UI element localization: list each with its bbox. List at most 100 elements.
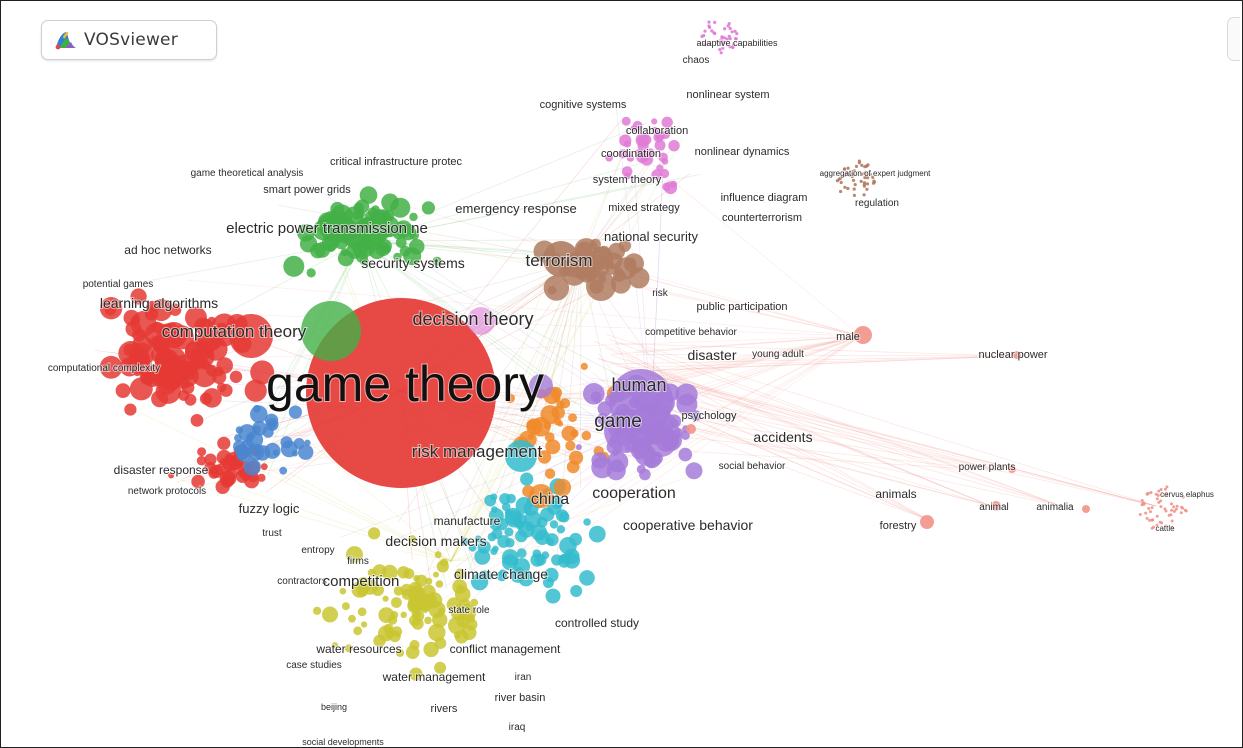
network-node[interactable]	[1175, 504, 1179, 508]
network-node[interactable]	[1172, 505, 1176, 509]
network-node[interactable]	[490, 547, 498, 556]
node-label[interactable]: firms	[346, 555, 370, 568]
node-label[interactable]: terrorism	[524, 250, 593, 271]
network-node[interactable]	[719, 51, 723, 55]
network-node[interactable]	[640, 153, 654, 166]
network-node[interactable]	[378, 607, 395, 623]
network-node[interactable]	[579, 570, 595, 586]
network-node[interactable]	[550, 386, 563, 399]
network-node[interactable]	[639, 468, 651, 481]
network-node[interactable]	[655, 131, 665, 141]
network-node[interactable]	[1165, 493, 1169, 497]
network-node[interactable]	[1156, 493, 1160, 497]
network-node[interactable]	[618, 149, 628, 159]
network-node[interactable]	[581, 430, 592, 441]
network-node[interactable]	[734, 37, 738, 41]
network-node[interactable]	[501, 549, 519, 566]
network-node[interactable]	[651, 118, 658, 125]
network-node[interactable]	[569, 532, 582, 546]
network-node[interactable]	[1149, 510, 1152, 514]
network-node[interactable]	[1158, 520, 1162, 524]
network-node[interactable]	[865, 187, 869, 191]
network-node[interactable]	[130, 315, 141, 325]
network-node[interactable]	[383, 623, 394, 634]
node-label[interactable]: decision theory	[411, 308, 534, 330]
network-node[interactable]	[124, 403, 137, 416]
node-label[interactable]: aggregation of expert judgment	[819, 168, 933, 179]
network-node[interactable]	[272, 449, 279, 456]
network-node[interactable]	[393, 252, 402, 262]
network-node[interactable]	[139, 369, 156, 385]
network-node[interactable]	[846, 166, 850, 170]
network-node[interactable]	[196, 455, 207, 466]
network-node[interactable]	[279, 466, 288, 475]
network-node[interactable]	[411, 617, 424, 630]
network-node[interactable]	[353, 626, 363, 636]
network-node[interactable]	[626, 154, 635, 162]
network-node[interactable]	[391, 597, 402, 608]
node-label[interactable]: human	[610, 374, 667, 396]
network-node[interactable]	[614, 267, 624, 277]
network-node[interactable]	[553, 395, 561, 403]
network-node[interactable]	[408, 535, 417, 544]
node-label[interactable]: national security	[603, 228, 699, 245]
network-node[interactable]	[580, 362, 588, 370]
network-node[interactable]	[605, 252, 623, 270]
network-node[interactable]	[556, 525, 566, 534]
node-label[interactable]: river basin	[494, 691, 547, 705]
network-node[interactable]	[839, 180, 843, 185]
network-node[interactable]	[377, 229, 389, 241]
network-node[interactable]	[1184, 509, 1188, 513]
network-node[interactable]	[857, 159, 862, 163]
network-node[interactable]	[610, 459, 624, 473]
node-label[interactable]: counterterrorism	[721, 211, 803, 225]
node-label[interactable]: water resources	[314, 641, 402, 657]
node-label[interactable]: accidents	[752, 428, 813, 446]
node-label[interactable]: competition	[322, 572, 401, 591]
network-node[interactable]	[604, 409, 648, 453]
network-node[interactable]	[400, 611, 407, 618]
network-node[interactable]	[435, 580, 444, 588]
network-node[interactable]	[403, 568, 415, 579]
network-node[interactable]	[516, 548, 527, 558]
network-node[interactable]	[409, 667, 423, 681]
node-label[interactable]: fuzzy logic	[238, 500, 301, 517]
network-node[interactable]	[632, 120, 643, 131]
network-node[interactable]	[197, 447, 207, 457]
node-label[interactable]: social developments	[301, 736, 385, 747]
network-node[interactable]	[728, 45, 732, 49]
network-node[interactable]	[304, 439, 311, 446]
network-node[interactable]	[846, 171, 850, 175]
node-label[interactable]: smart power grids	[262, 183, 352, 197]
network-node[interactable]	[1157, 489, 1161, 493]
network-node[interactable]	[704, 43, 708, 47]
network-node[interactable]	[866, 163, 870, 167]
network-node[interactable]	[721, 46, 725, 50]
network-node[interactable]	[645, 425, 677, 457]
network-node[interactable]	[359, 256, 369, 266]
network-node[interactable]	[651, 126, 659, 134]
node-label[interactable]: public participation	[695, 300, 788, 314]
network-node[interactable]	[868, 172, 872, 176]
network-node[interactable]	[575, 444, 582, 451]
network-node[interactable]	[621, 166, 633, 177]
network-node[interactable]	[1181, 495, 1185, 499]
network-node[interactable]	[634, 149, 643, 157]
network-node[interactable]	[920, 515, 934, 529]
node-label[interactable]: critical infrastructure protec	[329, 155, 464, 169]
network-node[interactable]	[504, 527, 514, 537]
network-node[interactable]	[720, 42, 725, 46]
network-node[interactable]	[191, 474, 205, 489]
network-node[interactable]	[288, 405, 302, 419]
network-node[interactable]	[426, 592, 443, 609]
network-node[interactable]	[130, 288, 147, 305]
network-node[interactable]	[865, 182, 870, 186]
network-node[interactable]	[454, 568, 466, 580]
network-node[interactable]	[358, 230, 370, 242]
network-node[interactable]	[597, 401, 613, 417]
network-node[interactable]	[1174, 507, 1178, 511]
network-node[interactable]	[428, 623, 446, 642]
network-node[interactable]	[474, 549, 491, 565]
network-node[interactable]	[453, 631, 461, 639]
network-node[interactable]	[283, 255, 305, 277]
